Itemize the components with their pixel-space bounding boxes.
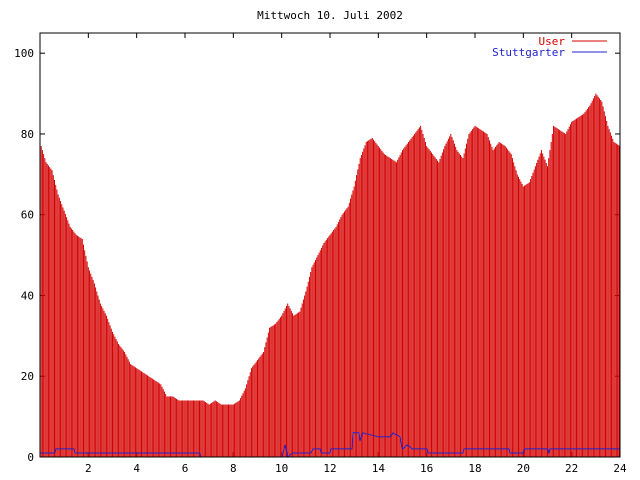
y-tick-label: 20 [21, 370, 34, 383]
x-tick-label: 12 [323, 462, 336, 475]
x-axis: 2 4 6 8 10 12 14 16 18 20 22 24 [85, 33, 627, 475]
y-tick-label: 80 [21, 128, 34, 141]
x-tick-label: 10 [275, 462, 288, 475]
x-tick-label: 18 [468, 462, 481, 475]
legend-label: Stuttgarter [492, 46, 565, 59]
legend-label: User [539, 35, 566, 48]
chart-title: Mittwoch 10. Juli 2002 [257, 9, 403, 22]
x-tick-label: 24 [613, 462, 627, 475]
series-user [39, 93, 620, 457]
y-tick-label: 100 [14, 47, 34, 60]
y-tick-label: 0 [27, 451, 34, 464]
x-tick-label: 16 [420, 462, 433, 475]
y-tick-label: 40 [21, 289, 34, 302]
plot-area [39, 93, 620, 458]
x-tick-label: 22 [565, 462, 578, 475]
y-tick-label: 60 [21, 209, 34, 222]
plot-frame [39, 32, 621, 458]
x-tick-label: 14 [372, 462, 386, 475]
x-tick-label: 2 [85, 462, 92, 475]
x-tick-label: 20 [517, 462, 530, 475]
x-tick-label: 4 [133, 462, 140, 475]
x-tick-label: 8 [230, 462, 237, 475]
x-tick-label: 6 [182, 462, 189, 475]
